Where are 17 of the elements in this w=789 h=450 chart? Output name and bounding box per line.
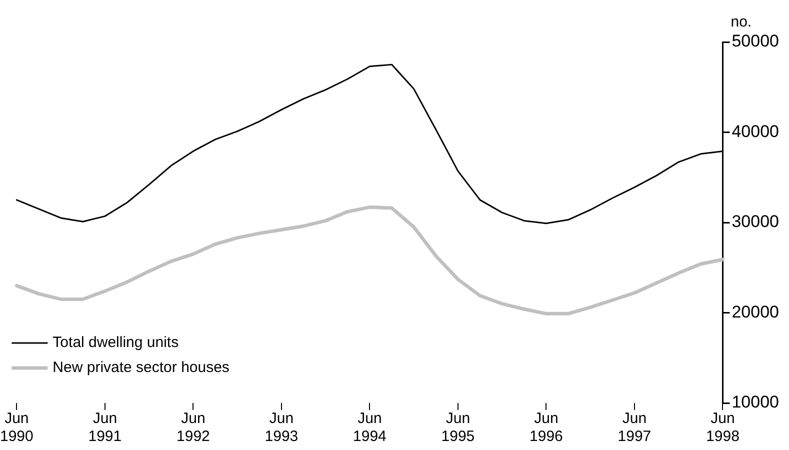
y-axis-title: no.	[730, 14, 752, 31]
y-tick-label: 40000	[732, 122, 780, 141]
y-tick-label: 10000	[732, 392, 780, 412]
y-tick-label: 20000	[732, 302, 780, 322]
legend-label: New private sector houses	[52, 359, 230, 376]
x-tick-label: Jun 1990	[0, 410, 34, 446]
x-tick-label: Jun 1991	[88, 410, 122, 446]
y-tick-label: 30000	[732, 212, 780, 232]
y-tick-label: 50000	[732, 32, 780, 51]
x-tick-label: Jun 1995	[441, 410, 475, 446]
x-tick-label: Jun 1996	[530, 410, 563, 446]
x-tick-label: Jun 1998	[706, 410, 740, 446]
x-tick-label: Jun 1992	[176, 410, 210, 446]
x-tick-label: Jun 1994	[353, 410, 386, 446]
legend-label: Total dwelling units	[52, 334, 179, 352]
x-tick-label: Jun 1993	[264, 410, 298, 446]
x-tick-label: Jun 1997	[618, 410, 652, 446]
